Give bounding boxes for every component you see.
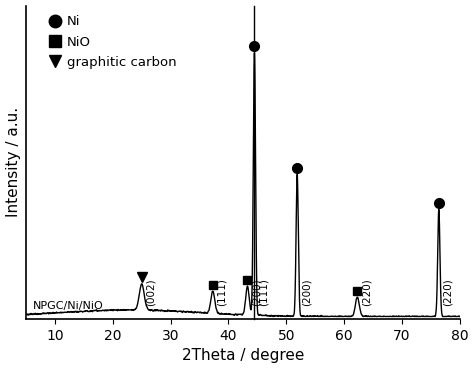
Text: (200): (200) bbox=[301, 278, 311, 306]
Text: (111): (111) bbox=[258, 278, 268, 306]
Text: NPGC/Ni/NiO: NPGC/Ni/NiO bbox=[33, 301, 104, 311]
X-axis label: 2Theta / degree: 2Theta / degree bbox=[182, 348, 304, 363]
Y-axis label: Intensity / a.u.: Intensity / a.u. bbox=[6, 107, 20, 217]
Legend: Ni, NiO, graphitic carbon: Ni, NiO, graphitic carbon bbox=[50, 15, 177, 69]
Text: (002): (002) bbox=[146, 278, 156, 306]
Text: (111): (111) bbox=[217, 278, 227, 306]
Text: (220): (220) bbox=[443, 278, 453, 306]
Text: (200): (200) bbox=[252, 278, 262, 306]
Text: (220): (220) bbox=[361, 278, 371, 306]
